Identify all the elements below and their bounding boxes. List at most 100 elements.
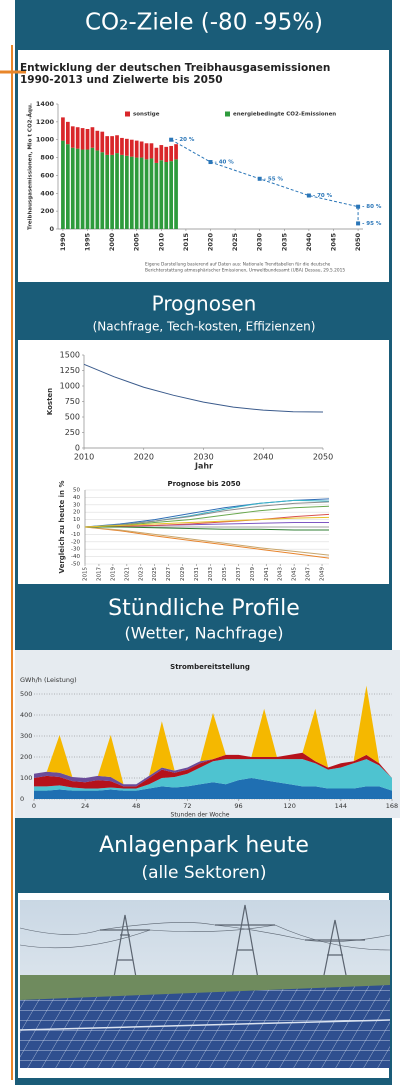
section-subtitle: (Nachfrage, Tech-kosten, Effizienzen) <box>93 320 316 334</box>
bar <box>145 159 149 229</box>
chart-title: 1990-2013 und Zielwerte bis 2050 <box>20 74 223 86</box>
x-tick-label: 2049 <box>320 567 326 581</box>
x-tick-label: 2030 <box>256 233 264 252</box>
x-tick-label: 2030 <box>193 453 213 462</box>
bar <box>86 129 90 150</box>
value-label: - 70 % <box>313 193 333 199</box>
value-label: - 95 % <box>362 221 382 227</box>
marker <box>307 194 311 198</box>
y-tick-label: 400 <box>40 189 54 197</box>
x-tick-label: 120 <box>284 802 296 810</box>
y-tick-label: 40 <box>73 495 80 501</box>
x-tick-label: 2040 <box>305 233 313 252</box>
value-label: - 80 % <box>362 204 382 210</box>
x-tick-label: 2025 <box>152 567 158 581</box>
bar <box>81 128 85 149</box>
bar <box>120 138 124 155</box>
section-title: Stündliche Profile <box>108 596 300 621</box>
bar <box>174 159 178 229</box>
y-tick-label: 50 <box>73 488 80 494</box>
x-tick-label: 168 <box>386 802 398 810</box>
y-tick-label: 10 <box>73 517 80 523</box>
bar <box>61 117 65 140</box>
y-tick-label: 250 <box>65 428 80 437</box>
x-tick-label: 2027 <box>166 567 172 581</box>
x-tick-label: 24 <box>81 802 89 810</box>
section-subtitle: (alle Sektoren) <box>141 863 266 883</box>
bar <box>169 161 173 229</box>
x-tick-label: 2025 <box>231 233 239 252</box>
y-tick-label: 1400 <box>36 100 55 108</box>
x-tick-label: 2031 <box>194 567 200 581</box>
bar <box>81 150 85 229</box>
y-tick-label: 0 <box>77 525 81 531</box>
bar <box>110 155 114 229</box>
y-axis-label: GWh/h (Leistung) <box>20 676 77 684</box>
bar <box>61 141 65 229</box>
x-tick-label: 2021 <box>124 567 130 581</box>
bar <box>96 131 100 151</box>
bar <box>155 163 159 229</box>
bar <box>66 122 70 144</box>
x-tick-label: 2015 <box>83 567 89 581</box>
x-tick-label: 2033 <box>208 567 214 581</box>
x-tick-label: 2041 <box>264 567 270 581</box>
bar <box>140 142 144 158</box>
y-axis-label: Kosten <box>46 388 54 415</box>
source-note: Eigene Darstellung basierend auf Daten a… <box>145 262 331 268</box>
x-tick-label: 2010 <box>74 453 94 462</box>
y-tick-label: 1200 <box>36 118 55 126</box>
bar <box>71 126 75 147</box>
x-axis-label: Jahr <box>194 462 213 471</box>
y-tick-label: 100 <box>20 774 32 782</box>
bar <box>174 144 178 159</box>
bar <box>145 143 149 159</box>
bar <box>105 155 109 229</box>
bar <box>164 147 168 162</box>
y-tick-label: 500 <box>65 413 80 422</box>
x-tick-label: 0 <box>32 802 36 810</box>
x-tick-label: 2020 <box>134 453 154 462</box>
x-tick-label: 2035 <box>280 233 288 252</box>
x-tick-label: 144 <box>335 802 347 810</box>
marker <box>169 138 173 142</box>
x-tick-label: 2050 <box>354 233 362 252</box>
section-title: CO₂-Ziele (-80 -95%) <box>85 10 323 36</box>
bar <box>169 146 173 161</box>
bar <box>159 145 163 160</box>
bar <box>135 158 139 229</box>
bar <box>71 148 75 229</box>
y-tick-label: 200 <box>20 753 32 761</box>
y-tick-label: 200 <box>40 207 54 215</box>
source-note: Berichterstattung atmosphärischer Emissi… <box>145 268 345 274</box>
x-tick-label: 2015 <box>182 233 190 252</box>
bar <box>110 136 114 155</box>
y-tick-label: -40 <box>71 554 80 560</box>
y-tick-label: 750 <box>65 397 80 406</box>
x-tick-label: 2043 <box>278 567 284 581</box>
x-tick-label: 2020 <box>207 233 215 252</box>
value-label: - 40 % <box>215 160 235 166</box>
bar <box>125 156 129 229</box>
bar <box>130 140 134 157</box>
bar <box>120 155 124 229</box>
x-tick-label: 2047 <box>306 567 312 581</box>
chart-title: Strombereitstellung <box>170 663 250 671</box>
bar <box>86 150 90 229</box>
bar <box>91 148 95 229</box>
y-tick-label: 20 <box>73 510 80 516</box>
value-label: - 55 % <box>264 176 284 182</box>
bar <box>164 162 168 229</box>
y-tick-label: 0 <box>75 444 80 453</box>
bar <box>66 144 70 229</box>
bar <box>150 158 154 229</box>
section-subtitle: (Wetter, Nachfrage) <box>124 624 283 643</box>
y-axis-label: Treibhausgasemissionen, Mio t CO2-Äqu. <box>27 103 34 230</box>
y-tick-label: 600 <box>40 171 54 179</box>
bar <box>150 143 154 158</box>
x-tick-label: 2045 <box>329 233 337 252</box>
y-tick-label: 500 <box>20 690 32 698</box>
page: {"sections": [ {"title": "CO₂-Ziele (-80… <box>0 0 400 1085</box>
bar <box>130 157 134 229</box>
y-tick-label: 0 <box>49 225 54 233</box>
